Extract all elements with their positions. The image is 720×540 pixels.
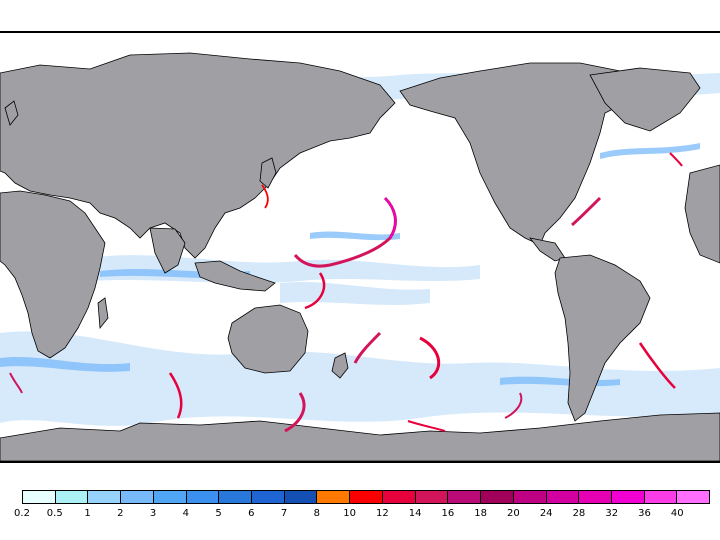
australia-landmass bbox=[227, 304, 309, 374]
colorbar-swatch bbox=[317, 491, 351, 503]
colorbar-tick-label: 0.5 bbox=[46, 508, 63, 519]
uk-landmass bbox=[4, 100, 19, 126]
heavy-precip-cores bbox=[9, 152, 683, 433]
greenland-landmass bbox=[589, 67, 701, 132]
colorbar-swatch bbox=[611, 491, 645, 503]
colorbar-swatch bbox=[350, 491, 383, 503]
india-landmass bbox=[149, 227, 186, 274]
colorbar-swatch bbox=[579, 491, 612, 503]
colorbar-swatch bbox=[186, 491, 220, 503]
land-masses bbox=[0, 52, 720, 461]
colorbar-swatch bbox=[644, 491, 678, 503]
indonesia-landmass bbox=[194, 260, 276, 292]
africa-landmass bbox=[0, 190, 106, 359]
colorbar-tick-label: 20 bbox=[507, 508, 520, 519]
south-america-landmass bbox=[554, 254, 651, 422]
japan-landmass bbox=[259, 157, 277, 189]
colorbar-tick-label: 16 bbox=[441, 508, 455, 519]
colorbar-tick-label: 0.2 bbox=[14, 508, 30, 519]
colorbar-swatch bbox=[677, 491, 710, 503]
colorbar-swatch bbox=[448, 491, 482, 503]
colorbar-swatch bbox=[546, 491, 580, 503]
colorbar-tick-label: 3 bbox=[149, 508, 157, 519]
precipitation-map bbox=[0, 31, 720, 463]
europe-right-edge-landmass bbox=[684, 164, 720, 264]
colorbar-tick-label: 40 bbox=[670, 508, 684, 519]
colorbar-tick-label: 12 bbox=[376, 508, 389, 519]
colorbar-tick-label: 2 bbox=[117, 508, 124, 519]
colorbar-swatch bbox=[55, 491, 89, 503]
colorbar bbox=[22, 490, 710, 504]
colorbar-swatch bbox=[121, 491, 154, 503]
colorbar-tick-label: 5 bbox=[215, 508, 222, 519]
colorbar-swatch bbox=[252, 491, 285, 503]
colorbar-tick-labels: 0.2 0.5 1 2 3 4 5 6 7 8 10 12 14 16 18 20 24 28 32 36 40 bbox=[0, 508, 720, 522]
colorbar-tick-label: 6 bbox=[248, 508, 255, 519]
colorbar-swatch bbox=[284, 491, 318, 503]
colorbar-tick-label: 14 bbox=[408, 508, 422, 519]
colorbar-tick-label: 7 bbox=[280, 508, 288, 519]
colorbar-tick-label: 18 bbox=[474, 508, 488, 519]
colorbar-tick-label: 10 bbox=[343, 508, 356, 519]
colorbar-swatch bbox=[153, 491, 187, 503]
madagascar-landmass bbox=[97, 297, 109, 330]
colorbar-swatch bbox=[415, 491, 449, 503]
north-america-landmass bbox=[399, 62, 641, 246]
colorbar-tick-label: 32 bbox=[605, 508, 619, 519]
colorbar-swatch bbox=[88, 491, 122, 503]
colorbar-tick-label: 4 bbox=[182, 508, 189, 519]
antarctica-landmass bbox=[0, 412, 720, 461]
colorbar-tick-label: 1 bbox=[84, 508, 91, 519]
colorbar-swatch bbox=[23, 491, 56, 503]
colorbar-swatch bbox=[513, 491, 547, 503]
colorbar-swatch bbox=[481, 491, 514, 503]
colorbar-tick-label: 8 bbox=[313, 508, 321, 519]
eurasia-landmass bbox=[0, 52, 396, 259]
colorbar-tick-label: 36 bbox=[638, 508, 651, 519]
world-map-canvas bbox=[0, 33, 720, 461]
colorbar-swatch bbox=[382, 491, 416, 503]
new-zealand-landmass bbox=[331, 352, 349, 379]
colorbar-swatch bbox=[219, 491, 253, 503]
colorbar-tick-label: 28 bbox=[572, 508, 586, 519]
colorbar-tick-label: 24 bbox=[539, 508, 553, 519]
